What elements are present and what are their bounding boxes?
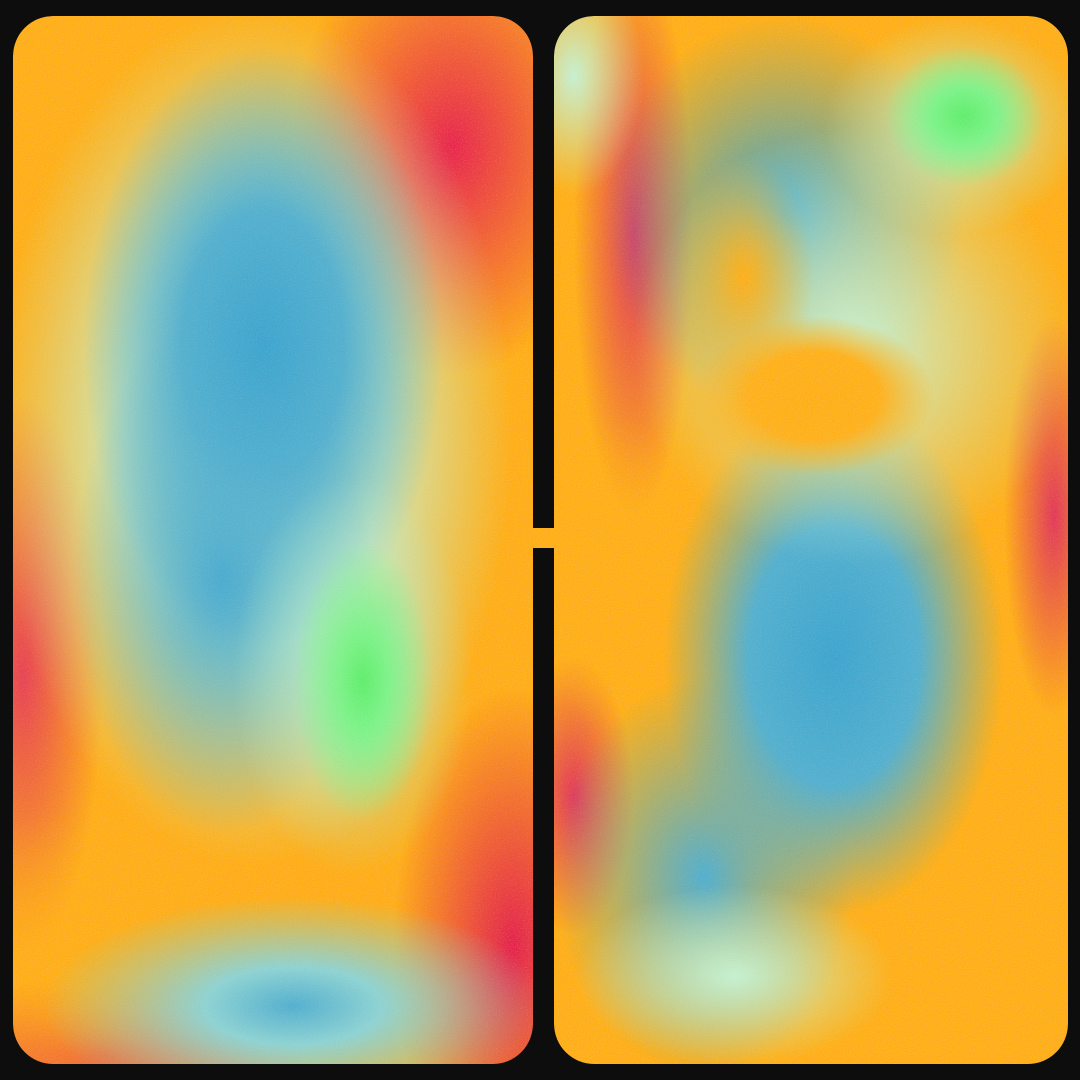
right-gradient-panel — [554, 16, 1068, 1064]
panel-bridge — [530, 528, 558, 548]
divider-bottom — [536, 548, 552, 1080]
left-gradient-panel — [13, 16, 533, 1064]
divider-top — [536, 0, 552, 528]
